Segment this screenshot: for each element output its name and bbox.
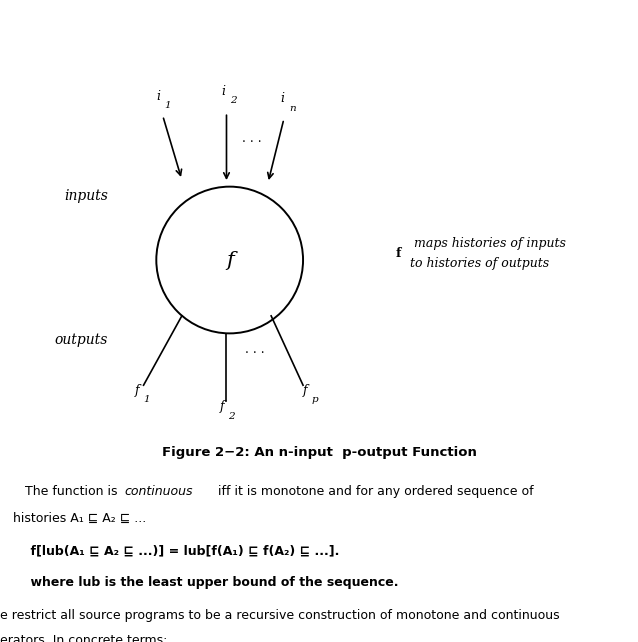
Text: i: i <box>156 90 160 103</box>
Text: 2: 2 <box>230 96 236 105</box>
Text: erators. In concrete terms:: erators. In concrete terms: <box>0 634 167 642</box>
Text: The function is: The function is <box>13 485 121 498</box>
Text: e restrict all source programs to be a recursive construction of monotone and co: e restrict all source programs to be a r… <box>0 609 560 621</box>
Text: f: f <box>396 247 401 260</box>
Text: iff it is monotone and for any ordered sequence of: iff it is monotone and for any ordered s… <box>214 485 533 498</box>
Text: continuous: continuous <box>124 485 193 498</box>
Text: f: f <box>226 250 234 270</box>
Text: f[lub(A₁ ⊑ A₂ ⊑ ...)] = lub[f(A₁) ⊑ f(A₂) ⊑ ...].: f[lub(A₁ ⊑ A₂ ⊑ ...)] = lub[f(A₁) ⊑ f(A₂… <box>13 544 339 557</box>
Text: . . .: . . . <box>246 343 265 356</box>
Text: i: i <box>281 92 285 105</box>
Text: . . .: . . . <box>242 132 262 144</box>
Text: i: i <box>221 85 225 98</box>
Text: p: p <box>311 395 318 404</box>
Text: where lub is the least upper bound of the sequence.: where lub is the least upper bound of th… <box>13 577 398 589</box>
Text: histories A₁ ⊑ A₂ ⊑ ...: histories A₁ ⊑ A₂ ⊑ ... <box>13 512 146 525</box>
Text: inputs: inputs <box>64 189 108 203</box>
Text: 2: 2 <box>228 412 235 421</box>
Text: maps histories of inputs
to histories of outputs: maps histories of inputs to histories of… <box>410 237 565 270</box>
Text: 1: 1 <box>144 395 150 404</box>
Text: f: f <box>220 401 225 413</box>
Text: 1: 1 <box>165 101 171 110</box>
Text: f: f <box>303 384 308 397</box>
Text: f: f <box>135 384 140 397</box>
Text: outputs: outputs <box>54 333 108 347</box>
Text: n: n <box>289 104 295 113</box>
Text: Figure 2−2: An n-input  p-output Function: Figure 2−2: An n-input p-output Function <box>161 446 477 459</box>
Ellipse shape <box>156 187 303 333</box>
